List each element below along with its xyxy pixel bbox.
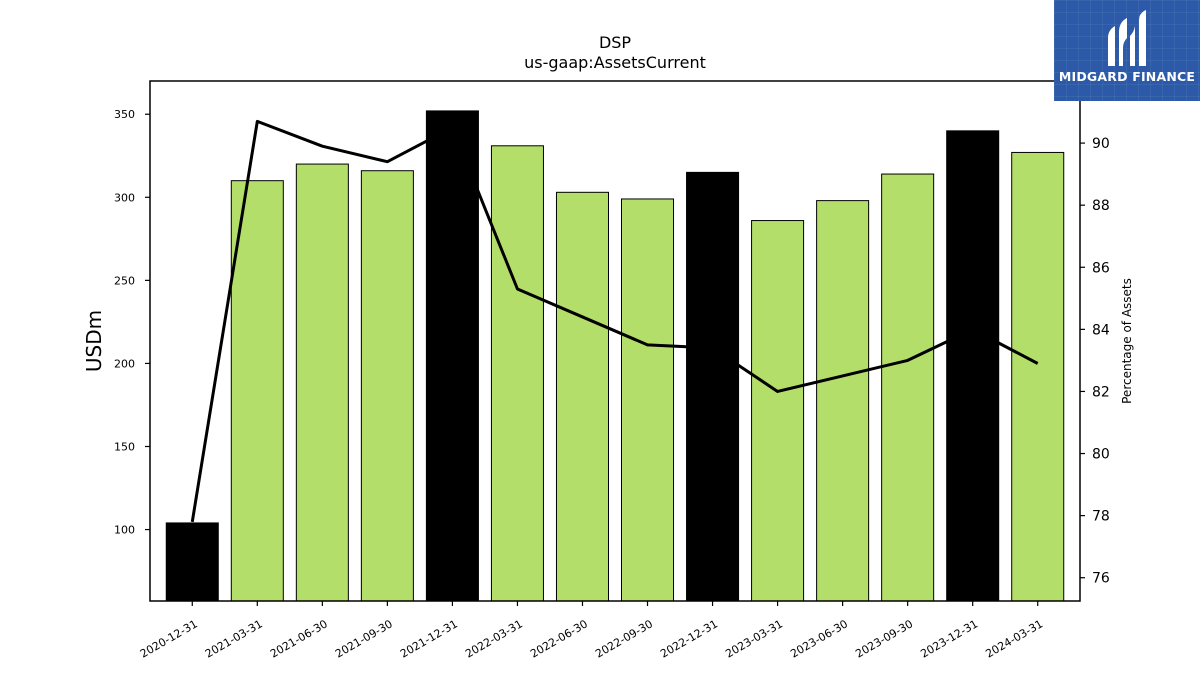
y-tick-label-250: 250: [114, 274, 135, 287]
bar-2023-03-31: [751, 220, 805, 602]
x-tick-label-2023-03-31: 2023-03-31: [723, 617, 785, 660]
bar-2022-12-31: [686, 171, 740, 602]
bar-2022-06-30: [555, 191, 609, 602]
x-tick-label-2024-03-31: 2024-03-31: [983, 617, 1045, 660]
x-tick-label-2021-06-30: 2021-06-30: [268, 617, 330, 660]
x-tick-label-2021-12-31: 2021-12-31: [398, 617, 460, 660]
x-tick-label-2022-06-30: 2022-06-30: [528, 617, 590, 660]
x-tick-label-2022-12-31: 2022-12-31: [658, 617, 720, 660]
bar-2024-03-31: [1011, 151, 1065, 602]
chart-title: DSP: [599, 33, 631, 52]
y2-tick-label-84: 84: [1092, 322, 1110, 338]
y2-tick-label-78: 78: [1092, 509, 1110, 525]
brand-logo: MIDGARD FINANCE: [1054, 0, 1200, 101]
bar-2023-06-30: [816, 200, 870, 602]
y2-tick-label-90: 90: [1092, 136, 1110, 152]
logo-grid-pattern: [1054, 0, 1200, 101]
y2-tick-label-88: 88: [1092, 198, 1110, 214]
y-tick-label-150: 150: [114, 440, 135, 453]
x-tick-label-2022-09-30: 2022-09-30: [593, 617, 655, 660]
bar-2020-12-31: [165, 522, 219, 602]
bar-2021-06-30: [295, 163, 349, 602]
x-tick-label-2023-09-30: 2023-09-30: [853, 617, 915, 660]
y-tick-label-350: 350: [114, 108, 135, 121]
percentage-line: [190, 119, 1039, 523]
bar-2023-09-30: [881, 173, 935, 602]
bar-2021-09-30: [360, 170, 414, 602]
y-tick-label-200: 200: [114, 357, 135, 370]
y2-tick-label-76: 76: [1092, 571, 1110, 587]
y-tick-label-100: 100: [114, 524, 135, 537]
y2-tick-label-80: 80: [1092, 447, 1110, 463]
bars-layer: [165, 110, 1065, 602]
chart-subtitle: us-gaap:AssetsCurrent: [524, 53, 706, 72]
x-tick-label-2023-06-30: 2023-06-30: [788, 617, 850, 660]
line-layer: [190, 119, 1039, 523]
x-tick-label-2022-03-31: 2022-03-31: [463, 617, 525, 660]
x-tick-label-2021-03-31: 2021-03-31: [203, 617, 265, 660]
bar-2023-12-31: [946, 130, 1000, 602]
y2-tick-label-82: 82: [1092, 384, 1110, 400]
x-tick-label-2021-09-30: 2021-09-30: [333, 617, 395, 660]
y-tick-label-300: 300: [114, 191, 135, 204]
bar-2022-09-30: [621, 198, 675, 602]
x-tick-label-2020-12-31: 2020-12-31: [138, 617, 200, 660]
logo-mark-icon: [1108, 10, 1146, 66]
y-axis-label: USDm: [82, 310, 106, 372]
bar-2021-12-31: [425, 110, 479, 602]
bar-2021-03-31: [230, 180, 284, 602]
y2-axis-label: Percentage of Assets: [1120, 278, 1134, 404]
y2-tick-label-86: 86: [1092, 260, 1110, 276]
logo-text: MIDGARD FINANCE: [1058, 69, 1196, 84]
bar-2022-03-31: [490, 145, 544, 602]
x-tick-label-2023-12-31: 2023-12-31: [918, 617, 980, 660]
plot-frame: [149, 80, 1081, 602]
